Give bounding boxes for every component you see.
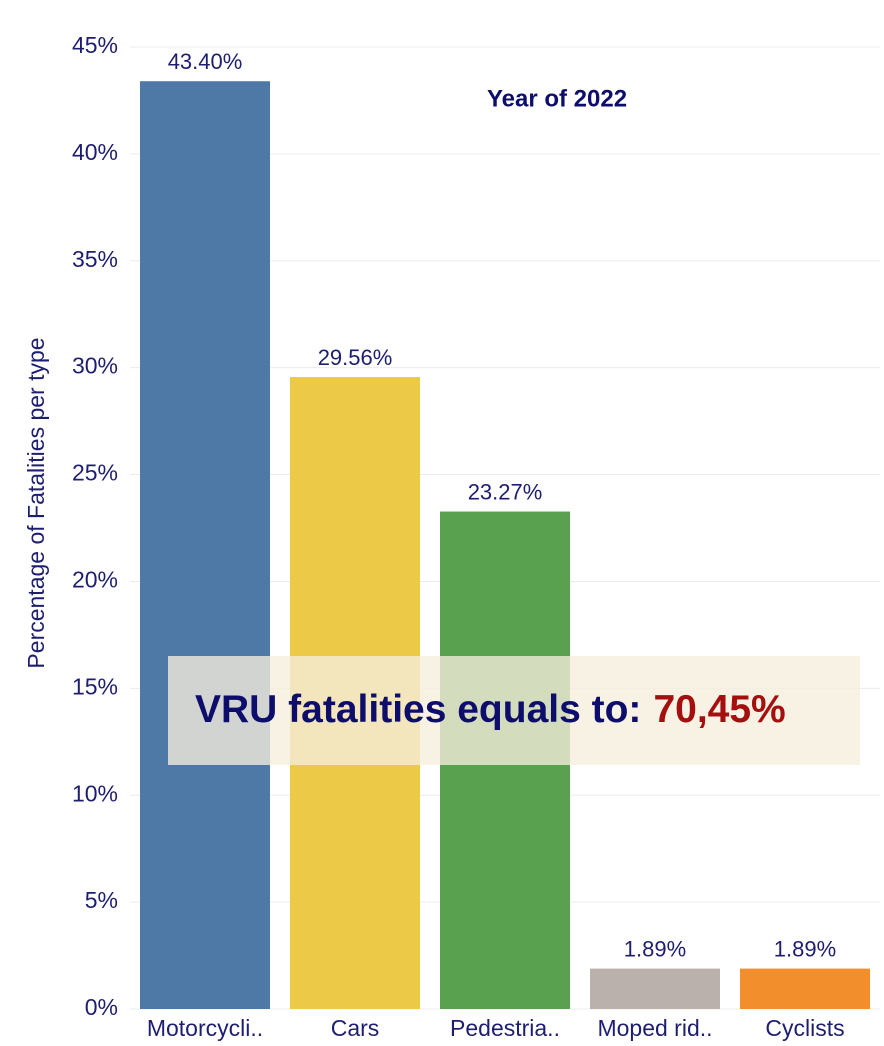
annotation-text: VRU fatalities equals to: (195, 688, 641, 731)
y-tick-label: 25% (72, 460, 118, 486)
y-tick-label: 30% (72, 353, 118, 379)
y-axis-label: Percentage of Fatalities per type (23, 337, 49, 668)
data-label: 43.40% (168, 49, 243, 74)
data-label: 29.56% (318, 345, 393, 370)
x-tick-label: Cars (331, 1015, 380, 1041)
y-tick-label: 15% (72, 673, 118, 699)
data-label: 1.89% (774, 936, 836, 961)
x-tick-label: Moped rid.. (597, 1015, 712, 1041)
y-tick-label: 45% (72, 32, 118, 58)
y-tick-label: 40% (72, 139, 118, 165)
annotation-box (168, 656, 860, 765)
bar (590, 968, 720, 1009)
chart-subtitle: Year of 2022 (487, 85, 627, 112)
y-tick-label: 5% (85, 887, 118, 913)
data-label: 1.89% (624, 936, 686, 961)
y-tick-label: 0% (85, 994, 118, 1020)
y-tick-label: 35% (72, 246, 118, 272)
x-tick-label: Motorcycli.. (147, 1015, 263, 1041)
x-tick-label: Pedestria.. (450, 1015, 560, 1041)
y-tick-label: 20% (72, 567, 118, 593)
y-tick-label: 10% (72, 780, 118, 806)
x-tick-label: Cyclists (765, 1015, 844, 1041)
annotation-value: 70,45% (653, 688, 785, 731)
bar (140, 81, 270, 1009)
bar (740, 968, 870, 1009)
annotation: VRU fatalities equals to: 70,45% (195, 688, 786, 731)
data-label: 23.27% (468, 479, 543, 504)
